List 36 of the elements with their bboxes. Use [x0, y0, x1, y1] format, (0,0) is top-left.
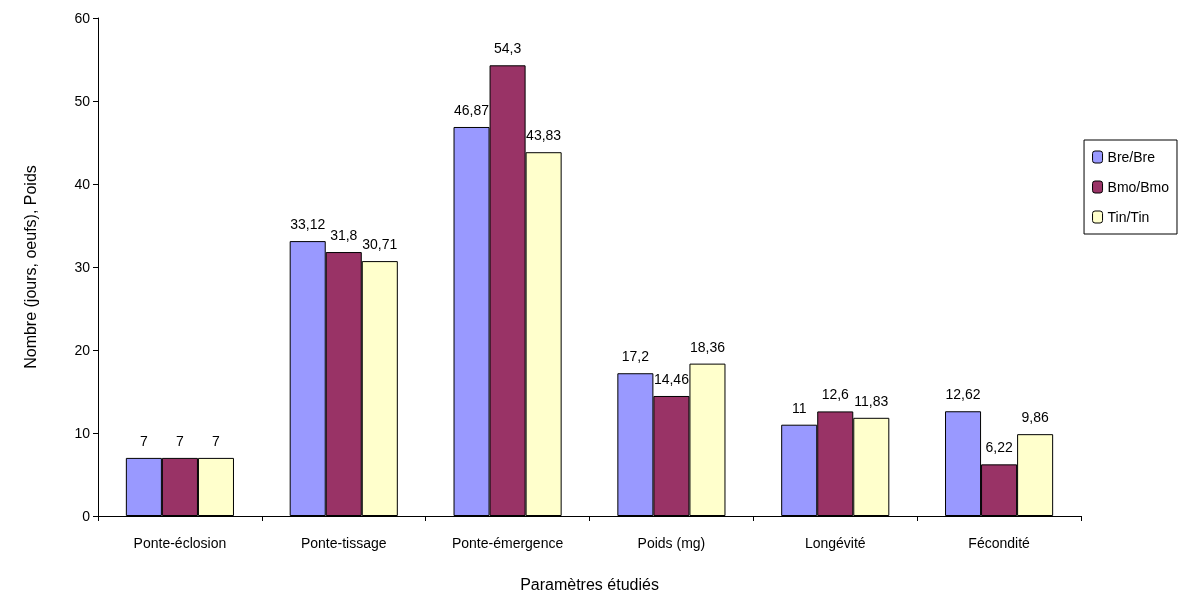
data-label: 9,86 — [1021, 409, 1049, 426]
legend-label: Tin/Tin — [1107, 209, 1150, 225]
y-tick-label: 30 — [74, 259, 91, 275]
x-tick-label: Longévité — [804, 535, 866, 551]
data-label: 17,2 — [621, 348, 650, 365]
data-label: 7 — [212, 432, 221, 449]
x-tick-label: Ponte-tissage — [300, 535, 387, 551]
x-tick-label: Fécondité — [968, 535, 1031, 551]
data-label: 46,87 — [454, 101, 490, 118]
data-label: 12,6 — [821, 386, 850, 403]
data-label: 12,62 — [945, 386, 981, 403]
legend-label: Bre/Bre — [1107, 149, 1156, 165]
x-axis-title: Paramètres étudiés — [520, 575, 659, 593]
data-label: 30,71 — [362, 236, 398, 253]
data-label: 7 — [176, 432, 185, 449]
legend-label: Bmo/Bmo — [1107, 179, 1170, 195]
data-label: 14,46 — [653, 370, 690, 387]
data-label: 18,36 — [689, 338, 726, 355]
y-tick-label: 50 — [74, 93, 91, 109]
x-tick-label: Ponte-éclosion — [133, 535, 227, 551]
data-label: 43,83 — [526, 127, 562, 144]
data-label: 7 — [139, 432, 148, 449]
y-tick-label: 10 — [74, 425, 91, 441]
y-tick-label: 60 — [74, 10, 91, 26]
x-tick-label: Poids (mg) — [637, 535, 706, 551]
y-tick-label: 20 — [74, 342, 91, 358]
data-label: 6,22 — [985, 439, 1013, 456]
data-label: 11,83 — [854, 392, 889, 409]
data-label: 33,12 — [290, 216, 326, 233]
data-label: 11 — [791, 399, 807, 416]
x-tick-label: Ponte-émergence — [451, 535, 564, 551]
data-label: 54,3 — [493, 40, 522, 57]
data-label: 31,8 — [330, 227, 358, 244]
y-tick-label: 0 — [82, 508, 91, 524]
y-axis-title: Nombre (jours, oeufs), Poids — [21, 165, 39, 369]
y-tick-label: 40 — [74, 176, 91, 192]
